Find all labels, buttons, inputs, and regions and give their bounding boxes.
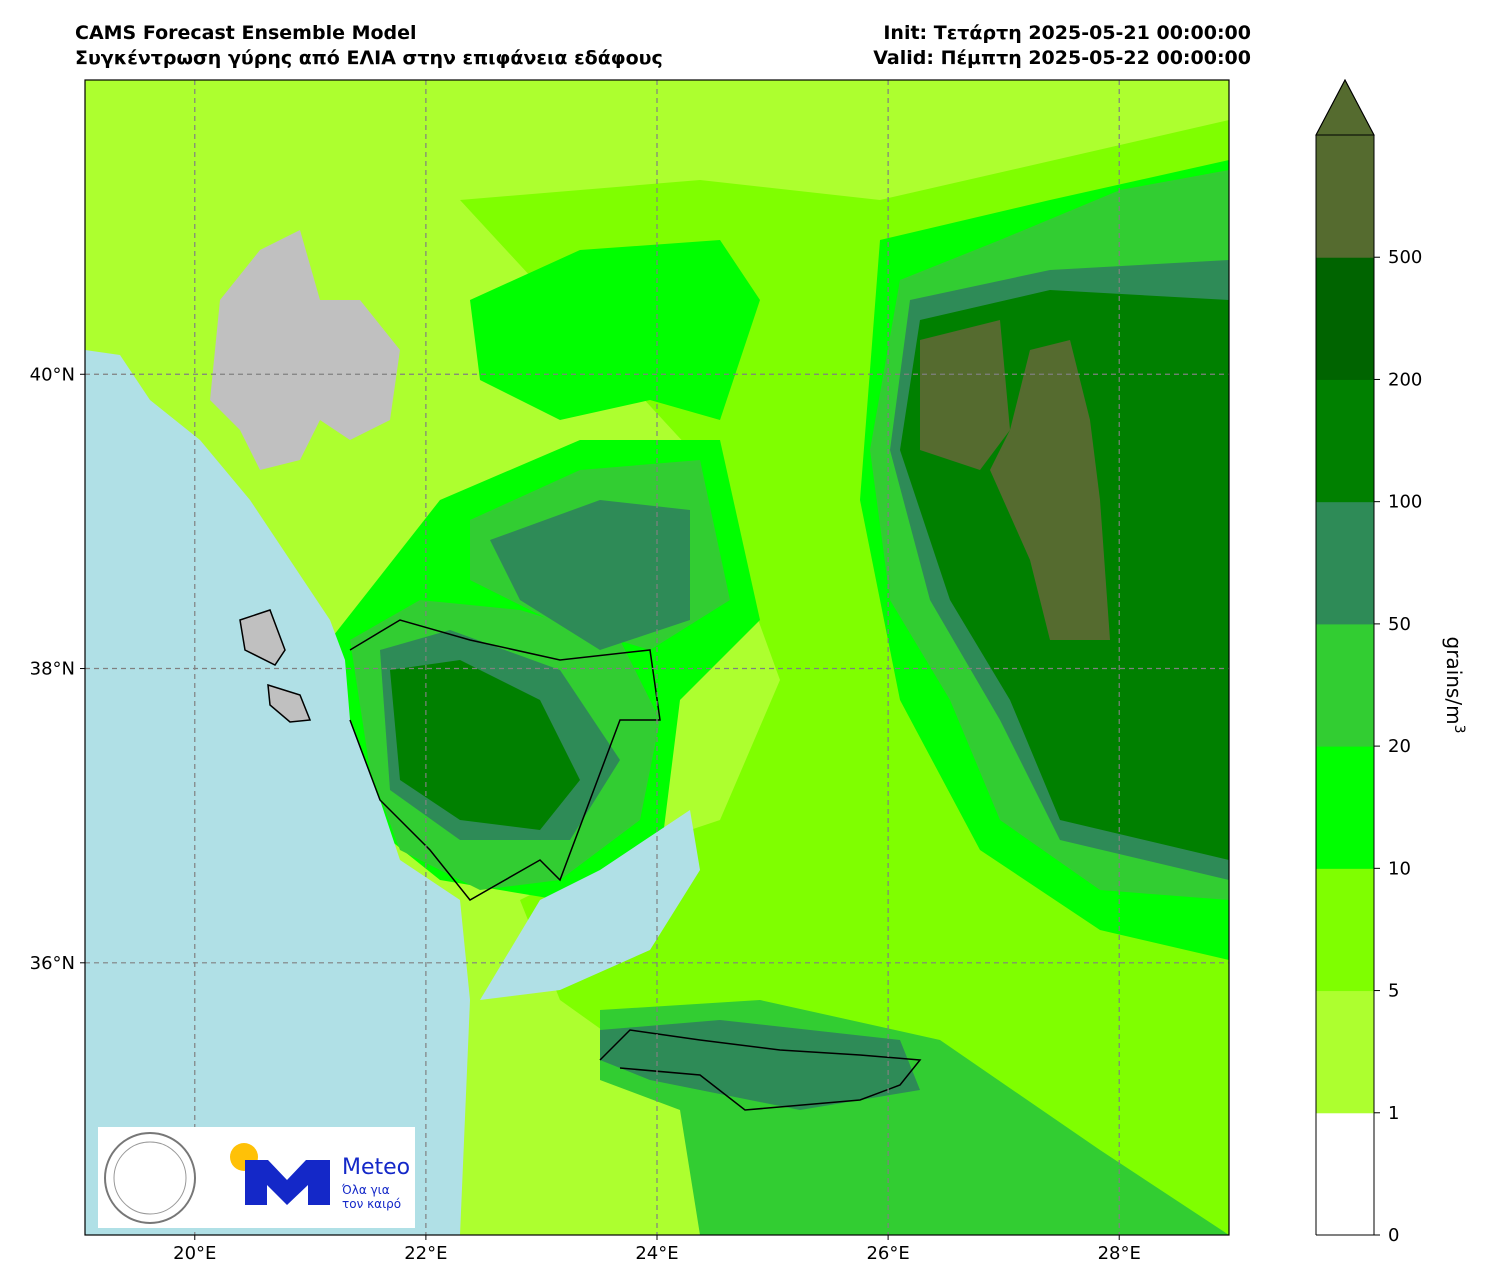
colorbar-tick-label: 500 bbox=[1388, 247, 1422, 268]
y-tick-label: 40°N bbox=[30, 364, 75, 385]
colorbar-segment bbox=[1316, 868, 1374, 992]
island bbox=[267, 683, 312, 723]
colorbar-segment bbox=[1316, 379, 1374, 503]
title: CAMS Forecast Ensemble Model bbox=[75, 22, 417, 44]
map-field bbox=[85, 80, 1229, 1235]
x-tick-label: 26°E bbox=[866, 1243, 909, 1264]
colorbar-tick-label: 20 bbox=[1388, 736, 1411, 757]
colorbar: 0 1 5 10 20 50 100 200 500 bbox=[1315, 78, 1422, 1246]
graticule: 20°E 22°E 24°E 26°E 28°E 36°N 38°N 40°N bbox=[30, 80, 1229, 1264]
colorbar-segment bbox=[1316, 501, 1374, 625]
colorbar-tick-label: 10 bbox=[1388, 858, 1411, 879]
seal bbox=[113, 1141, 187, 1215]
field-zone bbox=[990, 340, 1110, 640]
brand-mark bbox=[245, 1160, 330, 1205]
colorbar-tick-label: 5 bbox=[1388, 981, 1399, 1002]
field-zone bbox=[490, 500, 690, 650]
field-zone bbox=[600, 1020, 920, 1110]
x-tick-label: 24°E bbox=[635, 1243, 678, 1264]
sea bbox=[85, 350, 470, 1235]
colorbar-tick-label: 200 bbox=[1388, 369, 1422, 390]
colorbar-label-sup: 3 bbox=[1451, 725, 1467, 734]
colorbar-label: grains/m3 bbox=[1442, 637, 1467, 734]
island bbox=[239, 609, 286, 666]
logo: Meteo Όλα για τον καιρό bbox=[98, 1127, 415, 1228]
colorbar-segment bbox=[1316, 135, 1374, 258]
seal bbox=[104, 1132, 196, 1224]
init-time: Init: Τετάρτη 2025-05-21 00:00:00 bbox=[883, 22, 1251, 44]
field-zone bbox=[390, 660, 580, 830]
colorbar-segment bbox=[1316, 990, 1374, 1114]
colorbar-tick-label: 0 bbox=[1388, 1225, 1399, 1246]
y-tick-label: 38°N bbox=[30, 659, 75, 680]
coastline bbox=[349, 619, 661, 901]
y-tick-label: 36°N bbox=[30, 953, 75, 974]
colorbar-segment bbox=[1316, 746, 1374, 869]
colorbar-label-text: grains/m bbox=[1442, 637, 1466, 725]
slogan: τον καιρό bbox=[342, 1197, 401, 1211]
colorbar-tick-label: 100 bbox=[1388, 492, 1422, 513]
field-zone bbox=[920, 320, 1010, 470]
x-tick-label: 22°E bbox=[404, 1243, 447, 1264]
valid-time: Valid: Πέμπτη 2025-05-22 00:00:00 bbox=[873, 47, 1251, 69]
sea bbox=[480, 810, 700, 1000]
slogan: Όλα για bbox=[341, 1183, 390, 1197]
colorbar-extend bbox=[1315, 78, 1375, 136]
no-data-area bbox=[210, 230, 400, 470]
colorbar-tick-label: 50 bbox=[1388, 614, 1411, 635]
subtitle: Συγκέντρωση γύρης από ΕΛΙΑ στην επιφάνει… bbox=[75, 47, 663, 69]
x-tick-label: 20°E bbox=[173, 1243, 216, 1264]
colorbar-segment bbox=[1316, 257, 1374, 380]
coastline bbox=[599, 1029, 922, 1111]
field-zone bbox=[470, 240, 760, 420]
colorbar-segment bbox=[1316, 623, 1374, 747]
colorbar-tick-label: 1 bbox=[1388, 1103, 1399, 1124]
colorbar-outline bbox=[1315, 78, 1375, 1236]
brand-name: Meteo bbox=[342, 1155, 410, 1180]
x-tick-label: 28°E bbox=[1098, 1243, 1141, 1264]
colorbar-segment bbox=[1316, 1112, 1374, 1236]
map-frame bbox=[84, 79, 1230, 1236]
